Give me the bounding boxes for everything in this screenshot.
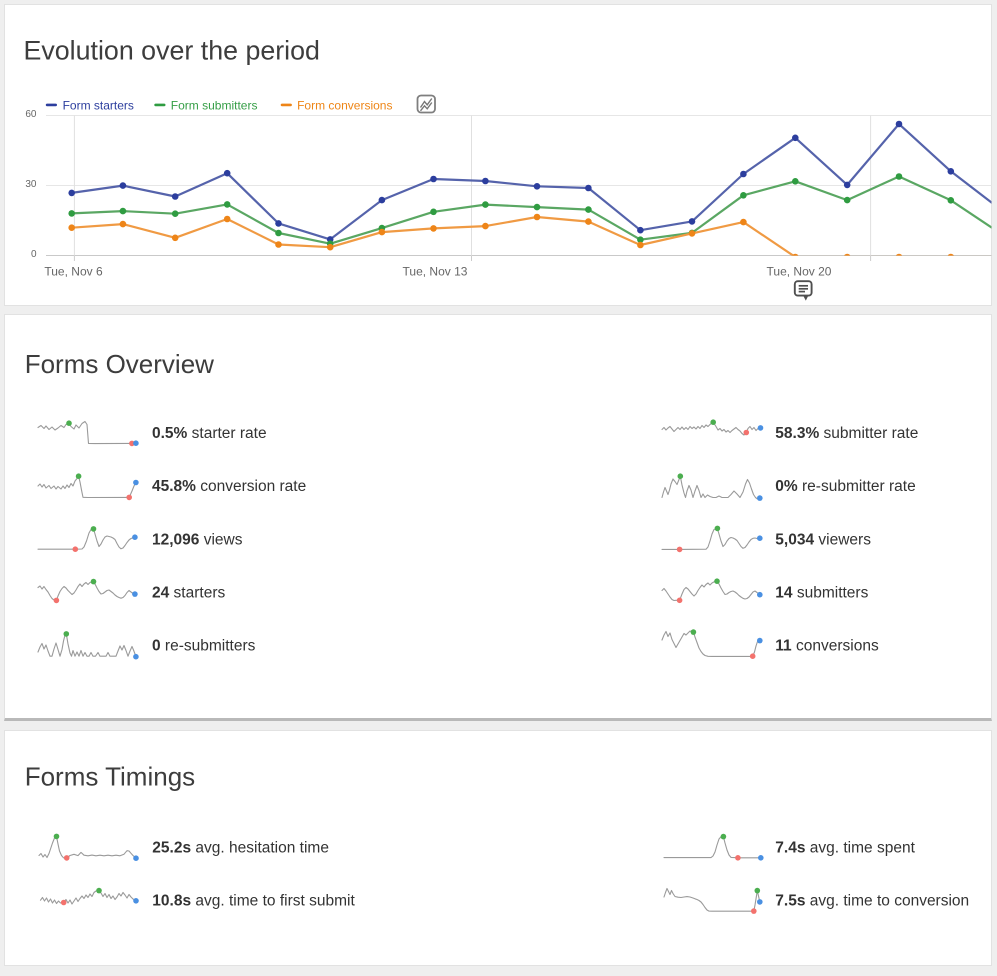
svg-text:14 submitters: 14 submitters — [775, 585, 868, 602]
svg-text:10.8s avg. time to first submi: 10.8s avg. time to first submit — [152, 893, 355, 910]
svg-text:Forms Timings: Forms Timings — [25, 762, 195, 792]
svg-text:45.8% conversion rate: 45.8% conversion rate — [152, 478, 306, 495]
svg-text:0 re-submitters: 0 re-submitters — [152, 638, 256, 655]
svg-text:11 conversions: 11 conversions — [775, 638, 879, 655]
svg-text:12,096 views: 12,096 views — [152, 531, 243, 548]
svg-text:7.5s avg. time to conversion: 7.5s avg. time to conversion — [775, 893, 969, 910]
svg-text:7.4s avg. time spent: 7.4s avg. time spent — [775, 839, 915, 856]
svg-text:Evolution over the period: Evolution over the period — [24, 35, 320, 65]
svg-text:Form conversions: Form conversions — [297, 98, 392, 112]
svg-text:Tue, Nov 20: Tue, Nov 20 — [767, 264, 832, 278]
svg-text:58.3% submitter rate: 58.3% submitter rate — [775, 425, 918, 442]
svg-text:Forms Overview: Forms Overview — [25, 349, 214, 379]
svg-text:30: 30 — [25, 179, 37, 190]
svg-text:24 starters: 24 starters — [152, 585, 225, 602]
svg-text:Form starters: Form starters — [63, 98, 134, 112]
svg-text:25.2s avg. hesitation time: 25.2s avg. hesitation time — [152, 839, 329, 856]
svg-text:Form submitters: Form submitters — [171, 98, 258, 112]
svg-text:0% re-submitter rate: 0% re-submitter rate — [775, 478, 915, 495]
svg-text:Tue, Nov 6: Tue, Nov 6 — [44, 264, 103, 278]
svg-text:Tue, Nov 13: Tue, Nov 13 — [403, 264, 468, 278]
svg-text:5,034 viewers: 5,034 viewers — [775, 531, 871, 548]
svg-text:0: 0 — [31, 249, 37, 260]
svg-text:0.5% starter rate: 0.5% starter rate — [152, 425, 267, 442]
svg-text:60: 60 — [25, 109, 37, 120]
